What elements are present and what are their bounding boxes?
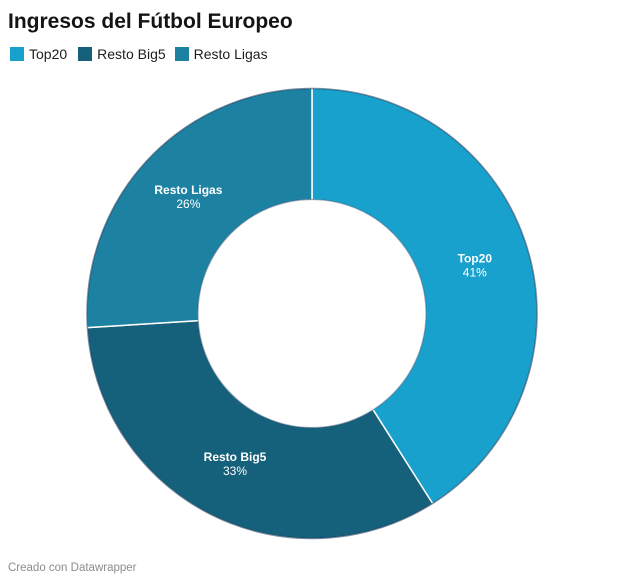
svg-text:26%: 26% [176,197,200,211]
svg-text:Resto Big5: Resto Big5 [204,450,267,464]
svg-text:Top20: Top20 [458,252,493,266]
svg-text:41%: 41% [463,266,487,280]
svg-text:33%: 33% [223,464,247,478]
svg-text:Resto Ligas: Resto Ligas [154,183,222,197]
